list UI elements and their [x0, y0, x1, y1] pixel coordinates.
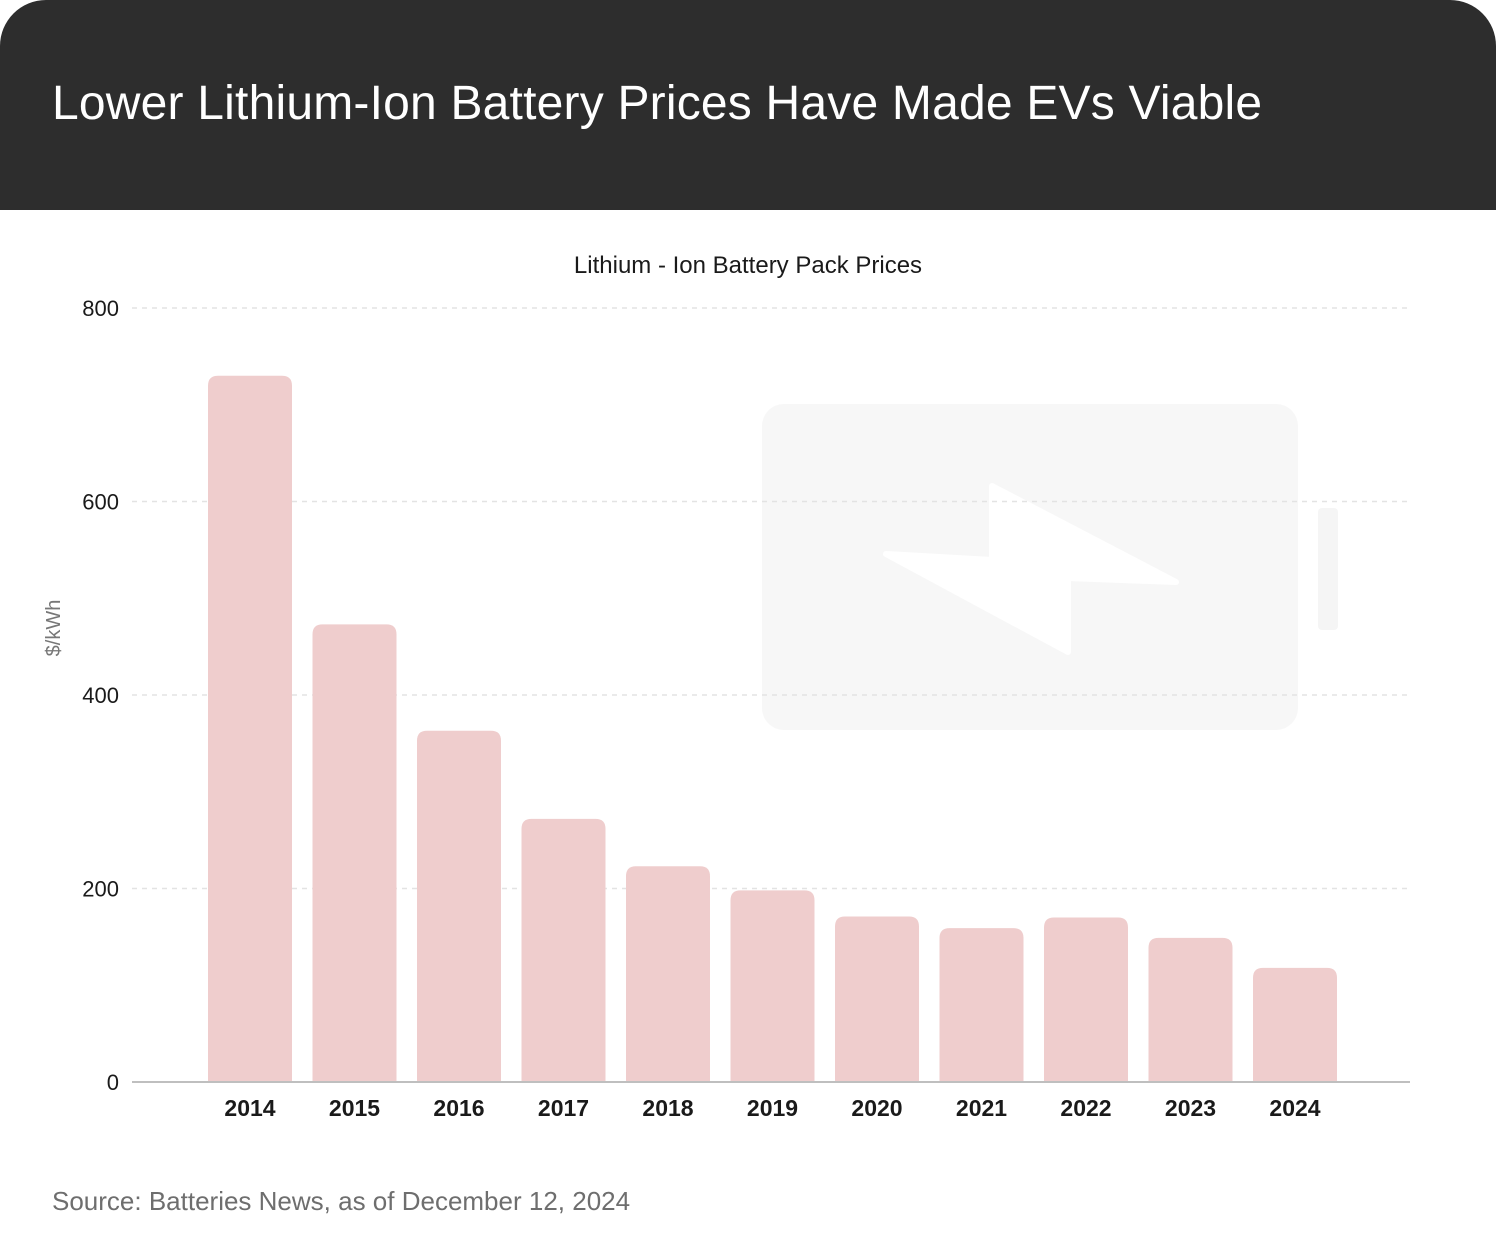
x-tick-label: 2021: [956, 1095, 1007, 1121]
bar-2014: [208, 375, 292, 1083]
bar-2019: [730, 890, 815, 1082]
source-note: Source: Batteries News, as of December 1…: [52, 1186, 631, 1216]
x-tick-label: 2022: [1060, 1095, 1111, 1121]
y-tick-label: 800: [82, 296, 119, 321]
x-tick-label: 2017: [538, 1095, 589, 1121]
bar-2020: [835, 916, 919, 1082]
header-banner: Lower Lithium-Ion Battery Prices Have Ma…: [0, 0, 1496, 210]
bar-chart: Lithium - Ion Battery Pack Prices $/kWh …: [43, 252, 1410, 1121]
x-tick-label: 2018: [642, 1095, 693, 1121]
x-tick-label: 2016: [433, 1095, 484, 1121]
bar-2022: [1044, 917, 1128, 1082]
y-tick-label: 0: [107, 1070, 119, 1095]
bar-2021: [939, 928, 1024, 1082]
bar-2023: [1148, 937, 1233, 1082]
bar-2017: [521, 818, 606, 1082]
y-axis-label: $/kWh: [43, 600, 65, 657]
y-tick-label: 600: [82, 490, 119, 515]
y-tick-label: 200: [82, 877, 119, 902]
x-tick-label: 2014: [224, 1095, 275, 1121]
bar-2018: [626, 866, 710, 1082]
battery-charging-icon: [762, 404, 1338, 730]
x-tick-label: 2023: [1165, 1095, 1216, 1121]
x-tick-label: 2024: [1269, 1095, 1320, 1121]
y-tick-label: 400: [82, 683, 119, 708]
x-tick-label: 2020: [851, 1095, 902, 1121]
x-tick-label: 2015: [329, 1095, 380, 1121]
bar-2015: [312, 624, 397, 1082]
page-title: Lower Lithium-Ion Battery Prices Have Ma…: [52, 77, 1263, 130]
bar-2016: [417, 730, 501, 1082]
x-tick-label: 2019: [747, 1095, 798, 1121]
bar-2024: [1253, 967, 1337, 1082]
chart-title: Lithium - Ion Battery Pack Prices: [574, 252, 922, 279]
